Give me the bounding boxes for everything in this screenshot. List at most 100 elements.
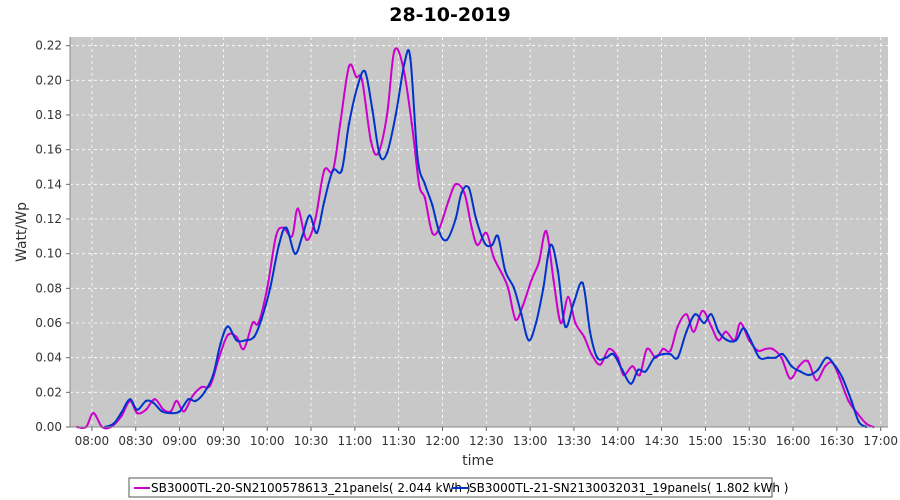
data-point-series-1 <box>710 325 713 328</box>
x-axis-ticks: 08:00 08:30 09:00 09:30 10:00 10:30 11:00 11:30… <box>75 427 898 448</box>
data-point-series-2 <box>644 370 647 373</box>
data-point-series-2 <box>504 269 507 273</box>
y-tick-label: 0.10 <box>35 247 62 261</box>
data-point-series-1 <box>266 287 269 290</box>
data-point-series-2 <box>431 203 434 207</box>
data-point-series-1 <box>355 75 358 79</box>
data-point-series-1 <box>669 349 672 352</box>
data-point-series-2 <box>119 411 123 415</box>
x-tick-label: 17:00 <box>863 434 898 448</box>
data-point-series-1 <box>661 347 665 351</box>
axes <box>69 37 888 428</box>
data-point-series-1 <box>780 356 783 359</box>
data-point-series-1 <box>685 313 688 316</box>
x-tick-label: 09:30 <box>206 434 241 448</box>
legend-label-series-2: SB3000TL-21-SN2130032031_19panels( 1.802… <box>469 481 788 495</box>
data-point-series-1 <box>514 318 517 321</box>
data-point-series-1 <box>447 200 450 203</box>
data-point-series-1 <box>739 321 742 325</box>
data-point-series-2 <box>825 356 828 359</box>
data-point-series-2 <box>423 183 427 186</box>
data-point-series-1 <box>485 231 488 235</box>
data-point-series-2 <box>629 382 633 385</box>
data-point-series-1 <box>191 394 194 397</box>
legend-box <box>128 477 773 498</box>
data-point-series-2 <box>542 287 545 290</box>
data-point-series-1 <box>545 229 548 233</box>
data-point-series-1 <box>136 411 139 415</box>
data-point-series-2 <box>564 325 567 328</box>
data-point-series-2 <box>661 353 665 356</box>
y-tick-label: 0.06 <box>35 316 62 330</box>
data-point-series-1 <box>290 235 294 238</box>
data-point-series-1 <box>847 399 850 403</box>
data-point-series-1 <box>559 321 562 325</box>
data-point-series-2 <box>556 269 560 273</box>
data-point-series-1 <box>423 197 427 200</box>
data-point-series-2 <box>169 411 172 415</box>
data-point-series-2 <box>128 398 132 401</box>
data-point-series-1 <box>692 330 695 333</box>
data-point-series-2 <box>490 243 494 247</box>
data-point-series-1 <box>724 330 728 333</box>
data-point-series-2 <box>612 353 615 356</box>
data-point-series-1 <box>92 411 95 415</box>
data-point-series-2 <box>496 235 500 238</box>
data-point-series-2 <box>160 410 164 413</box>
y-tick-label: 0.00 <box>35 420 62 434</box>
data-point-series-1 <box>242 347 245 351</box>
data-point-series-1 <box>599 363 602 366</box>
data-point-series-2 <box>637 368 640 371</box>
data-point-series-2 <box>710 313 713 316</box>
data-point-series-2 <box>112 422 116 425</box>
data-point-series-2 <box>653 356 656 359</box>
data-point-series-1 <box>347 65 351 68</box>
data-point-series-2 <box>520 313 523 316</box>
data-point-series-2 <box>315 231 319 235</box>
data-point-series-1 <box>771 347 774 351</box>
data-point-series-2 <box>621 368 624 371</box>
data-point-series-2 <box>767 356 770 359</box>
data-point-series-2 <box>226 325 229 328</box>
data-point-series-1 <box>756 349 760 352</box>
data-point-series-2 <box>416 157 419 160</box>
data-point-series-1 <box>583 335 586 339</box>
data-point-series-2 <box>152 401 155 404</box>
y-tick-label: 0.18 <box>35 108 62 122</box>
data-point-series-1 <box>305 238 308 241</box>
data-point-series-2 <box>363 70 367 73</box>
x-tick-label: 14:00 <box>600 434 635 448</box>
data-point-series-2 <box>702 321 706 325</box>
data-point-series-2 <box>749 339 752 342</box>
data-point-series-1 <box>162 408 165 411</box>
y-tick-label: 0.22 <box>35 39 62 53</box>
data-point-series-1 <box>492 255 495 259</box>
x-tick-label: 13:30 <box>557 434 592 448</box>
data-point-series-2 <box>758 356 761 359</box>
data-point-series-1 <box>507 287 510 290</box>
y-tick-label: 0.02 <box>35 385 62 399</box>
data-point-series-1 <box>864 422 868 425</box>
data-point-series-2 <box>308 214 311 217</box>
data-point-series-2 <box>356 84 359 87</box>
data-point-series-2 <box>834 365 837 368</box>
x-tick-label: 16:30 <box>820 434 855 448</box>
y-axis-ticks: 0.00 0.02 0.04 0.06 0.08 0.10 0.12 0.14 0.16 0.18… <box>35 39 70 434</box>
data-point-series-2 <box>790 365 793 368</box>
data-point-series-1 <box>638 373 641 377</box>
data-point-series-2 <box>534 321 538 325</box>
data-point-series-2 <box>857 420 860 423</box>
data-point-series-2 <box>394 113 397 117</box>
data-point-series-1 <box>815 379 818 382</box>
y-tick-label: 0.04 <box>35 351 62 365</box>
data-point-series-2 <box>187 398 190 401</box>
data-point-series-1 <box>417 183 421 186</box>
data-point-series-2 <box>340 169 343 172</box>
data-point-series-2 <box>144 399 148 403</box>
data-point-series-2 <box>293 252 297 255</box>
data-point-series-1 <box>119 415 123 418</box>
data-point-series-2 <box>285 226 288 229</box>
data-point-series-2 <box>483 242 486 245</box>
data-point-series-1 <box>590 353 593 356</box>
data-point-series-1 <box>537 261 541 264</box>
